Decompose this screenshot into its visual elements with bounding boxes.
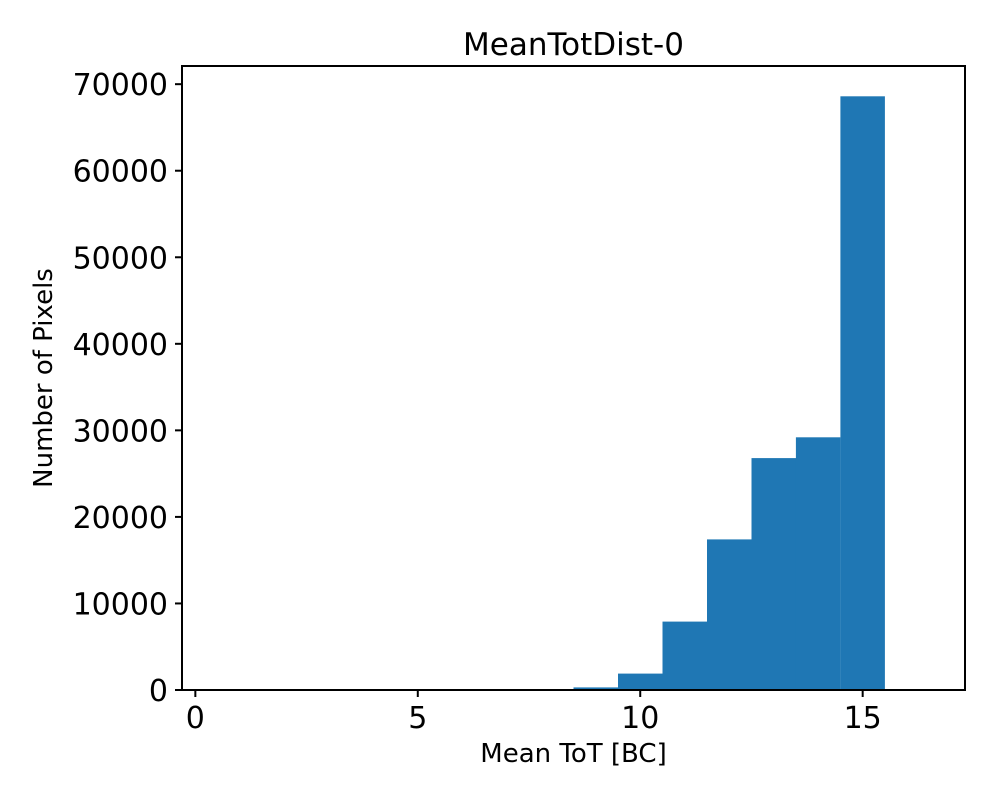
y-axis-label: Number of Pixels <box>29 268 59 488</box>
x-axis-label: Mean ToT [BC] <box>480 739 666 769</box>
chart-title: MeanTotDist-0 <box>463 27 684 63</box>
plot-spines <box>181 65 966 691</box>
histogram-bar <box>662 621 707 690</box>
histogram-bar <box>795 437 841 690</box>
bars-group <box>573 96 885 691</box>
x-tick-label: 10 <box>621 701 659 736</box>
y-tick-label: 30000 <box>73 414 168 449</box>
histogram-bar <box>751 458 796 690</box>
y-tick-label: 60000 <box>73 155 168 190</box>
y-tick-label: 20000 <box>73 501 168 536</box>
y-tick-label: 10000 <box>73 587 168 622</box>
x-tick-label: 5 <box>408 701 427 736</box>
ticks-group: 0 5 10 15 0 10000 20000 30000 40000 50000 60000 700… <box>73 68 882 736</box>
y-tick-label: 50000 <box>73 241 168 276</box>
y-tick-label: 70000 <box>73 68 168 103</box>
x-tick-label: 15 <box>844 701 882 736</box>
x-tick-label: 0 <box>186 701 205 736</box>
histogram-bar <box>573 687 618 690</box>
histogram-bar <box>840 96 885 691</box>
histogram-bar <box>618 673 663 690</box>
histogram-bar <box>707 539 752 690</box>
y-tick-label: 40000 <box>73 328 168 363</box>
y-tick-label: 0 <box>149 674 168 709</box>
